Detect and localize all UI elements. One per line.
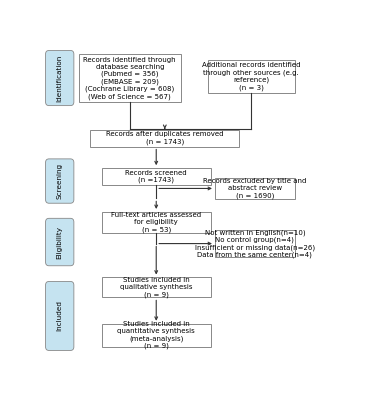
Text: Studies included in
qualitative synthesis
(n = 9): Studies included in qualitative synthesi… — [120, 277, 193, 298]
Text: Records after duplicates removed
(n = 1743): Records after duplicates removed (n = 17… — [106, 131, 224, 145]
FancyBboxPatch shape — [45, 282, 74, 350]
FancyBboxPatch shape — [215, 230, 295, 258]
FancyBboxPatch shape — [215, 178, 295, 199]
FancyBboxPatch shape — [45, 159, 74, 203]
FancyBboxPatch shape — [102, 324, 211, 347]
Text: Not written in English(n=10)
No control group(n=4)
Insufficient or missing data(: Not written in English(n=10) No control … — [195, 229, 315, 258]
Text: Eligibility: Eligibility — [57, 226, 63, 258]
FancyBboxPatch shape — [102, 212, 211, 233]
Text: Studies included in
quantitative synthesis
(meta-analysis)
(n = 9): Studies included in quantitative synthes… — [117, 321, 195, 349]
FancyBboxPatch shape — [208, 60, 295, 93]
Text: Full-text articles assessed
for eligibility
(n = 53): Full-text articles assessed for eligibil… — [111, 212, 201, 232]
Text: Records excluded by title and
abstract review
(n = 1690): Records excluded by title and abstract r… — [203, 178, 307, 199]
Text: Records identified through
database searching
(Pubmed = 356)
(EMBASE = 209)
(Coc: Records identified through database sear… — [83, 56, 176, 100]
FancyBboxPatch shape — [102, 168, 211, 185]
Text: Identification: Identification — [57, 54, 63, 102]
FancyBboxPatch shape — [79, 54, 180, 102]
Text: Included: Included — [57, 300, 63, 332]
Text: Records screened
(n =1743): Records screened (n =1743) — [125, 170, 187, 183]
Text: Additional records identified
through other sources (e.g.
reference)
(n = 3): Additional records identified through ot… — [202, 62, 301, 91]
FancyBboxPatch shape — [45, 50, 74, 106]
Text: Screening: Screening — [57, 163, 63, 199]
FancyBboxPatch shape — [102, 278, 211, 298]
FancyBboxPatch shape — [45, 218, 74, 266]
FancyBboxPatch shape — [90, 130, 239, 146]
